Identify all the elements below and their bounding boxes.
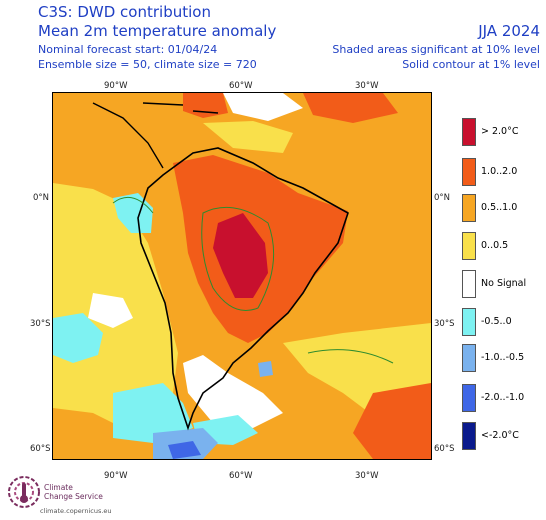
legend-label: -1.0..-0.5 (481, 352, 525, 363)
ensemble-size-text: Ensemble size = 50, climate size = 720 (38, 58, 257, 71)
legend-item-gt2: > 2.0°C (462, 118, 542, 146)
legend-swatch (462, 232, 476, 260)
left-tick-30s: 30°S (30, 319, 51, 329)
legend-swatch (462, 270, 476, 298)
legend-swatch (462, 422, 476, 450)
legend-swatch (462, 344, 476, 372)
bottom-tick-30w: 30°W (355, 471, 379, 481)
legend-swatch (462, 118, 476, 146)
legend-swatch (462, 384, 476, 412)
no-signal-gulf (223, 93, 303, 121)
dark-red-core (213, 213, 268, 298)
shaded-significance-note: Shaded areas significant at 10% level (332, 43, 540, 56)
climate-logo-icon (8, 476, 40, 508)
top-tick-60w: 60°W (229, 81, 253, 91)
red-orange-north (303, 93, 398, 123)
blue-atlantic-dot (258, 361, 273, 377)
forecast-start-text: Nominal forecast start: 01/04/24 (38, 43, 218, 56)
caribbean-islands (142, 102, 219, 114)
logo-url: climate.copernicus.eu (40, 507, 112, 515)
cyan-south-pacific (53, 313, 103, 363)
legend-label: No Signal (481, 278, 527, 289)
logo-text-line1: Climate (44, 483, 73, 492)
north-yellow-zone (203, 121, 293, 153)
darkblue-south-patch (168, 441, 201, 459)
cyan-southern-cone (113, 383, 193, 443)
legend-label: 0..0.5 (481, 240, 509, 251)
left-tick-0n: 0°N (33, 193, 50, 203)
legend-item-lt-m2: <-2.0°C (462, 422, 542, 450)
season-label: JJA 2024 (478, 22, 540, 40)
copernicus-logo: Climate Change Service climate.copernicu… (4, 472, 124, 518)
legend-label: > 2.0°C (481, 126, 519, 137)
legend-item-0-05: 0..0.5 (462, 232, 542, 260)
right-tick-60s: 60°S (434, 444, 455, 454)
significance-contour-1 (201, 206, 275, 311)
red-orange-caribbean (183, 93, 228, 118)
legend-label: 0.5..1.0 (481, 202, 518, 213)
top-tick-30w: 30°W (355, 81, 379, 91)
legend-item-05-1: 0.5..1.0 (462, 194, 542, 222)
legend-item-m05-0: -0.5..0 (462, 308, 542, 336)
significance-contour-3 (112, 196, 154, 214)
legend-item-1-2: 1.0..2.0 (462, 158, 542, 186)
no-signal-pacific (88, 293, 133, 328)
bottom-tick-90w: 90°W (104, 471, 128, 481)
legend-label: 1.0..2.0 (481, 166, 518, 177)
right-tick-0n: 0°N (434, 193, 451, 203)
significance-contour-2 (307, 349, 394, 364)
central-america-coastline (92, 102, 164, 169)
legend-label: <-2.0°C (481, 430, 519, 441)
legend-swatch (462, 194, 476, 222)
logo-text-line2: Change Service (44, 492, 103, 501)
legend-swatch (462, 158, 476, 186)
south-america-coastline (137, 147, 349, 431)
right-tick-30s: 30°S (434, 319, 455, 329)
legend-label: -2.0..-1.0 (481, 392, 525, 403)
legend-swatch (462, 308, 476, 336)
legend-item-no-signal: No Signal (462, 270, 542, 298)
legend-label: -0.5..0 (481, 316, 512, 327)
top-tick-90w: 90°W (104, 81, 128, 91)
map-subtitle: Mean 2m temperature anomaly (38, 22, 277, 40)
anomaly-map (52, 92, 432, 460)
contour-significance-note: Solid contour at 1% level (402, 58, 540, 71)
red-orange-southeast (353, 383, 431, 459)
bottom-tick-60w: 60°W (229, 471, 253, 481)
left-tick-60s: 60°S (30, 444, 51, 454)
legend-item-m2-m1: -2.0..-1.0 (462, 384, 542, 412)
map-title: C3S: DWD contribution (38, 3, 211, 21)
legend-item-m1-m05: -1.0..-0.5 (462, 344, 542, 372)
no-signal-south (183, 355, 283, 428)
